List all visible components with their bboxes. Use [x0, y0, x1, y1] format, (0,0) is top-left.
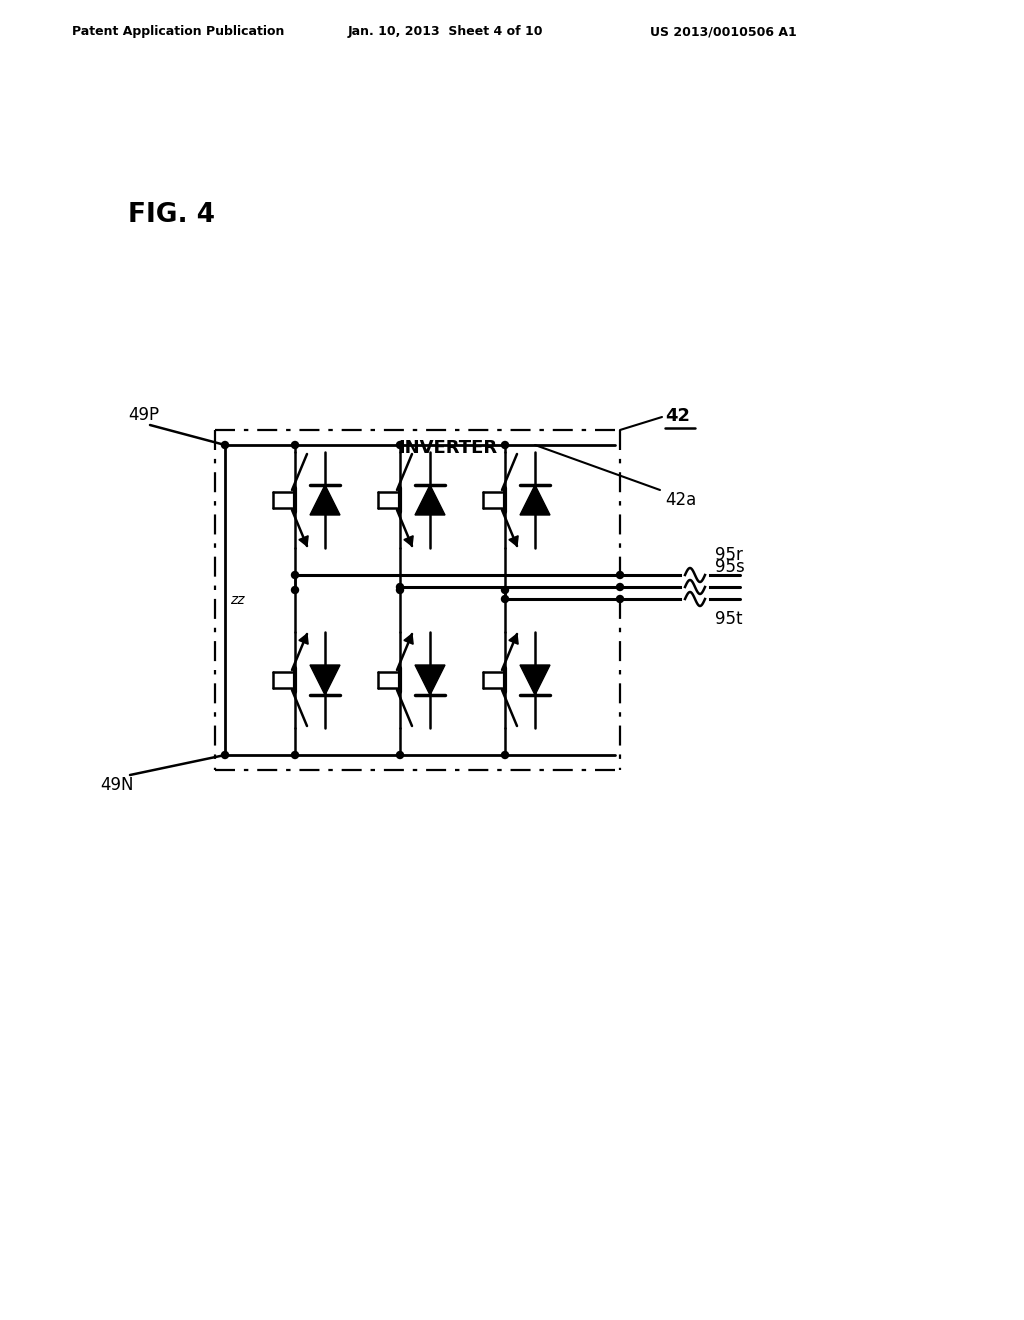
Circle shape: [502, 586, 509, 594]
Polygon shape: [403, 536, 413, 546]
Circle shape: [292, 572, 299, 578]
Text: Jan. 10, 2013  Sheet 4 of 10: Jan. 10, 2013 Sheet 4 of 10: [348, 25, 544, 38]
Polygon shape: [403, 634, 413, 644]
Polygon shape: [509, 634, 518, 644]
Text: 95r: 95r: [715, 546, 742, 564]
Circle shape: [221, 441, 228, 449]
Text: Patent Application Publication: Patent Application Publication: [72, 25, 285, 38]
Text: 95s: 95s: [715, 558, 744, 576]
Text: INVERTER: INVERTER: [398, 440, 497, 457]
Polygon shape: [520, 484, 550, 515]
Text: zz: zz: [230, 593, 245, 607]
Polygon shape: [415, 484, 445, 515]
Text: 95t: 95t: [715, 610, 742, 628]
Text: 42a: 42a: [665, 491, 696, 510]
Polygon shape: [299, 634, 308, 644]
Circle shape: [502, 751, 509, 759]
Polygon shape: [310, 665, 340, 696]
Text: 42: 42: [665, 407, 690, 425]
Polygon shape: [310, 484, 340, 515]
Circle shape: [292, 751, 299, 759]
Polygon shape: [415, 665, 445, 696]
Circle shape: [396, 583, 403, 590]
Circle shape: [396, 586, 403, 594]
Text: US 2013/0010506 A1: US 2013/0010506 A1: [650, 25, 797, 38]
Circle shape: [292, 441, 299, 449]
Circle shape: [396, 441, 403, 449]
Circle shape: [616, 572, 624, 578]
Text: 49N: 49N: [100, 776, 133, 795]
Circle shape: [502, 441, 509, 449]
Circle shape: [502, 595, 509, 602]
Polygon shape: [520, 665, 550, 696]
Circle shape: [616, 583, 624, 590]
Circle shape: [292, 586, 299, 594]
Text: 49P: 49P: [128, 407, 159, 424]
Polygon shape: [509, 536, 518, 546]
Text: FIG. 4: FIG. 4: [128, 202, 215, 228]
Polygon shape: [299, 536, 308, 546]
Circle shape: [221, 751, 228, 759]
Circle shape: [616, 595, 624, 602]
Circle shape: [396, 751, 403, 759]
